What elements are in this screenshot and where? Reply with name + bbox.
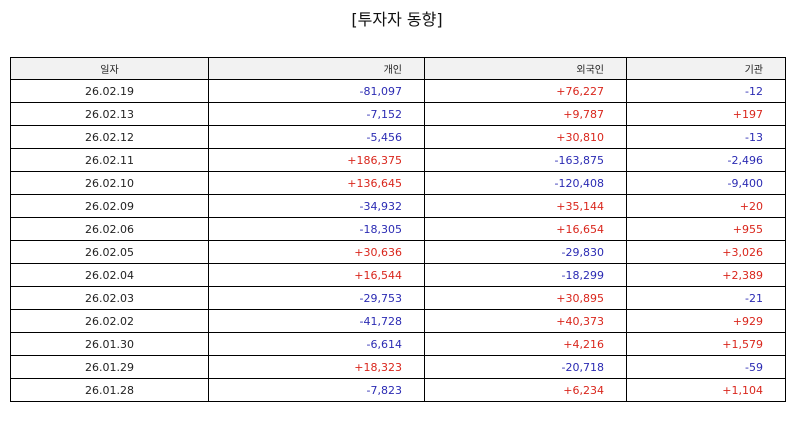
cell-date: 26.02.13 [10, 102, 209, 126]
cell-individual: -81,097 [208, 79, 425, 103]
cell-institution: -59 [626, 355, 786, 379]
cell-individual: -5,456 [208, 125, 425, 149]
cell-institution: +197 [626, 102, 786, 126]
cell-institution: +1,579 [626, 332, 786, 356]
cell-institution: -13 [626, 125, 786, 149]
cell-foreign: -163,875 [424, 148, 627, 172]
cell-foreign: +30,895 [424, 286, 627, 310]
cell-date: 26.02.09 [10, 194, 209, 218]
cell-institution: -9,400 [626, 171, 786, 195]
cell-date: 26.02.19 [10, 79, 209, 103]
cell-date: 26.02.12 [10, 125, 209, 149]
cell-individual: -6,614 [208, 332, 425, 356]
cell-institution: -2,496 [626, 148, 786, 172]
cell-institution: +20 [626, 194, 786, 218]
cell-foreign: -120,408 [424, 171, 627, 195]
table-row: 26.02.10 +136,645 -120,408 -9,400 [10, 171, 786, 195]
cell-date: 26.01.29 [10, 355, 209, 379]
investor-trend-table: 일자 개인 외국인 기관 26.02.19 -81,097 +76,227 -12 26… [10, 57, 786, 402]
cell-institution: +1,104 [626, 378, 786, 402]
cell-individual: +16,544 [208, 263, 425, 287]
cell-date: 26.02.11 [10, 148, 209, 172]
cell-individual: +186,375 [208, 148, 425, 172]
column-header-individual: 개인 [208, 57, 425, 80]
cell-foreign: +30,810 [424, 125, 627, 149]
cell-date: 26.02.02 [10, 309, 209, 333]
table-row: 26.01.30 -6,614 +4,216 +1,579 [10, 332, 786, 356]
column-header-date: 일자 [10, 57, 209, 80]
cell-foreign: +4,216 [424, 332, 627, 356]
cell-individual: -41,728 [208, 309, 425, 333]
table-row: 26.02.05 +30,636 -29,830 +3,026 [10, 240, 786, 264]
cell-institution: -21 [626, 286, 786, 310]
table-row: 26.02.04 +16,544 -18,299 +2,389 [10, 263, 786, 287]
table-row: 26.01.28 -7,823 +6,234 +1,104 [10, 378, 786, 402]
page-title: [투자자 동향] [351, 10, 443, 29]
table-row: 26.02.09 -34,932 +35,144 +20 [10, 194, 786, 218]
cell-foreign: +16,654 [424, 217, 627, 241]
cell-individual: -34,932 [208, 194, 425, 218]
cell-foreign: -20,718 [424, 355, 627, 379]
cell-individual: -18,305 [208, 217, 425, 241]
table-row: 26.02.12 -5,456 +30,810 -13 [10, 125, 786, 149]
table-row: 26.01.29 +18,323 -20,718 -59 [10, 355, 786, 379]
cell-foreign: +40,373 [424, 309, 627, 333]
cell-individual: +136,645 [208, 171, 425, 195]
cell-date: 26.02.04 [10, 263, 209, 287]
cell-institution: +929 [626, 309, 786, 333]
cell-date: 26.02.03 [10, 286, 209, 310]
table-row: 26.02.02 -41,728 +40,373 +929 [10, 309, 786, 333]
cell-foreign: -18,299 [424, 263, 627, 287]
cell-foreign: +35,144 [424, 194, 627, 218]
cell-date: 26.02.10 [10, 171, 209, 195]
cell-date: 26.01.30 [10, 332, 209, 356]
table-row: 26.02.06 -18,305 +16,654 +955 [10, 217, 786, 241]
cell-institution: +955 [626, 217, 786, 241]
cell-foreign: +76,227 [424, 79, 627, 103]
table-body: 26.02.19 -81,097 +76,227 -12 26.02.13 -7,152 +… [10, 79, 786, 402]
cell-foreign: +6,234 [424, 378, 627, 402]
column-header-institution: 기관 [626, 57, 786, 80]
cell-foreign: +9,787 [424, 102, 627, 126]
table-row: 26.02.19 -81,097 +76,227 -12 [10, 79, 786, 103]
table-row: 26.02.03 -29,753 +30,895 -21 [10, 286, 786, 310]
cell-date: 26.02.05 [10, 240, 209, 264]
cell-individual: +30,636 [208, 240, 425, 264]
table-row: 26.02.11 +186,375 -163,875 -2,496 [10, 148, 786, 172]
cell-institution: +2,389 [626, 263, 786, 287]
cell-individual: -29,753 [208, 286, 425, 310]
cell-institution: +3,026 [626, 240, 786, 264]
cell-individual: -7,152 [208, 102, 425, 126]
cell-date: 26.02.06 [10, 217, 209, 241]
cell-date: 26.01.28 [10, 378, 209, 402]
cell-institution: -12 [626, 79, 786, 103]
cell-foreign: -29,830 [424, 240, 627, 264]
table-row: 26.02.13 -7,152 +9,787 +197 [10, 102, 786, 126]
column-header-foreign: 외국인 [424, 57, 627, 80]
cell-individual: +18,323 [208, 355, 425, 379]
table-header-row: 일자 개인 외국인 기관 [10, 57, 786, 80]
cell-individual: -7,823 [208, 378, 425, 402]
